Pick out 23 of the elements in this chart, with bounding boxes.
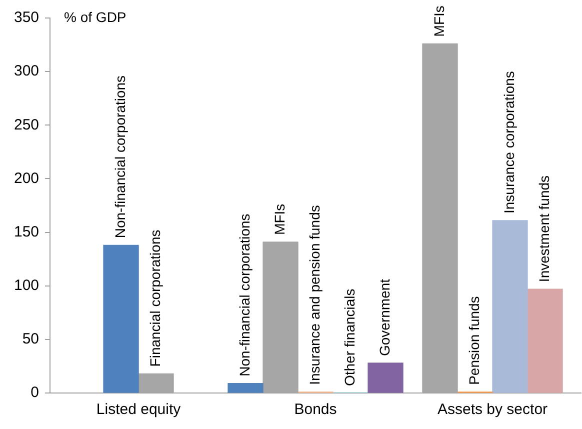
y-tick-label: 200	[14, 170, 40, 187]
y-tick-label: 300	[14, 62, 40, 80]
text: Pension funds	[466, 296, 482, 385]
text: Non-financial corporations	[112, 76, 128, 238]
y-tick-label: 50	[22, 330, 40, 348]
text: Non-financial corporations	[236, 214, 252, 376]
text: MFIs	[430, 6, 447, 37]
text: Government	[376, 278, 392, 356]
y-tick-label: 250	[14, 116, 40, 134]
text: MFIs	[271, 204, 288, 235]
text: Insurance corporations	[500, 71, 517, 214]
y-tick-label: 100	[14, 277, 40, 294]
text: Investment funds	[536, 175, 552, 282]
x-tick-label: Listed equity	[96, 401, 182, 418]
y-tick-label: 350	[14, 9, 40, 26]
text: Insurance and pension funds	[306, 205, 322, 385]
text: Other financials	[341, 288, 358, 386]
y-tick-label: 0	[30, 384, 40, 402]
x-tick-label: Bonds	[294, 401, 337, 418]
x-tick-label: Assets by sector	[437, 401, 548, 418]
y-axis-title: % of GDP	[64, 8, 126, 25]
y-tick-label: 150	[14, 223, 40, 240]
text: Financial corporations	[146, 230, 163, 367]
